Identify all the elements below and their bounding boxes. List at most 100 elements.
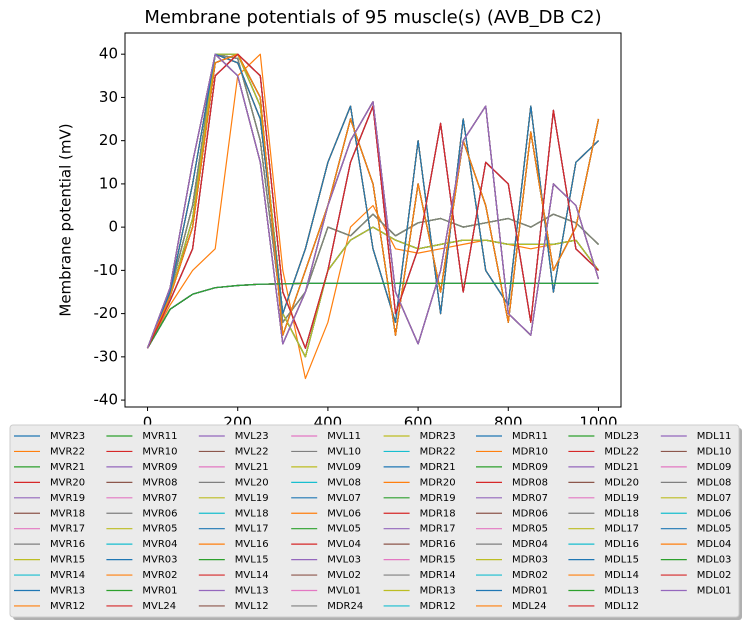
series-line [146,53,599,349]
chart-title: Membrane potentials of 95 muscle(s) (AVB… [144,7,601,28]
series-line [146,282,599,349]
series-line [146,282,599,349]
legend-label: MDR21 [420,462,456,473]
series-line [146,53,599,349]
legend-label: MDR06 [512,508,548,519]
series-line [146,282,599,349]
series-line [146,53,600,349]
y-tick-label: -40 [94,391,119,409]
series-line [146,282,599,349]
series-line [146,282,599,349]
series-line [146,282,599,349]
legend-label: MDL15 [604,555,639,566]
series-line [146,282,599,349]
legend-label: MVR09 [142,462,177,473]
legend-label: MVL16 [235,539,269,550]
x-tick-label: 0 [143,414,153,432]
series-line [146,53,599,349]
series-line [146,53,599,349]
series-line [146,53,600,349]
legend-label: MVR21 [50,462,85,473]
legend-label: MDL03 [697,555,732,566]
y-tick-label: -10 [94,261,119,279]
legend-label: MVR05 [142,524,177,535]
legend-label: MDL24 [512,601,547,612]
series-line [146,282,599,349]
series-line [146,282,599,349]
legend-label: MVR18 [50,508,85,519]
y-tick-label: 30 [99,88,118,106]
legend-label: MVL08 [327,477,361,488]
series-line [146,53,599,349]
series-line [146,53,600,349]
legend-label: MVR13 [50,586,85,597]
series-line [146,53,599,349]
series-line [146,53,599,349]
series-line [146,53,599,349]
series-line [146,53,599,349]
legend-label: MDR10 [512,446,548,457]
series-line [146,53,599,349]
legend-label: MVR20 [50,477,85,488]
legend-label: MDR17 [420,524,456,535]
series-line [146,282,599,349]
y-tick-label: 20 [99,131,118,149]
series-line [146,53,599,349]
legend-label: MVL02 [327,570,361,581]
legend-label: MVR15 [50,555,85,566]
series-line [146,282,599,349]
legend-label: MDR03 [512,555,548,566]
legend-label: MVL10 [327,446,361,457]
series-line [146,53,599,358]
series-line [146,53,600,349]
legend-label: MVR14 [50,570,85,581]
legend-label: MVR19 [50,493,85,504]
legend-label: MDR11 [512,431,548,442]
series-line [146,282,599,349]
legend-label: MVL14 [235,570,269,581]
legend-label: MVR02 [142,570,177,581]
legend-label: MDL14 [604,570,639,581]
legend-label: MDL02 [697,570,732,581]
legend-label: MVL23 [235,431,269,442]
series-line [146,53,599,349]
legend-label: MDL16 [604,539,639,550]
series-line [146,53,600,349]
series-line [146,53,599,349]
legend-box [9,424,740,618]
legend-label: MDL19 [604,493,639,504]
legend-label: MDL07 [697,493,732,504]
series-line [146,282,599,349]
series-line [146,53,599,349]
legend-label: MVL24 [142,601,176,612]
legend-label: MDL20 [604,477,639,488]
legend-label: MDL01 [697,586,732,597]
series-line [146,282,599,349]
legend-label: MDL21 [604,462,639,473]
y-tick-label: 10 [99,174,118,192]
series-line [146,53,600,349]
legend-label: MDL23 [604,431,639,442]
series-line [146,282,599,349]
series-line [146,282,599,349]
series-line [146,282,599,349]
series-line [146,53,600,349]
y-tick-label: -20 [94,304,119,322]
series-line [146,53,600,349]
y-tick-label: 0 [108,218,118,236]
series-line [146,282,599,349]
series-line [146,282,599,349]
series-line [146,53,600,349]
legend-label: MVL01 [327,586,361,597]
legend-label: MDR24 [327,601,363,612]
legend-label: MVL12 [235,601,269,612]
legend-label: MDL06 [697,508,732,519]
series-line [146,282,599,349]
series-line [146,53,600,349]
legend-label: MVL15 [235,555,269,566]
series-line [146,53,599,349]
series-line [146,53,600,349]
series-line [146,53,599,349]
legend-label: MDR09 [512,462,548,473]
